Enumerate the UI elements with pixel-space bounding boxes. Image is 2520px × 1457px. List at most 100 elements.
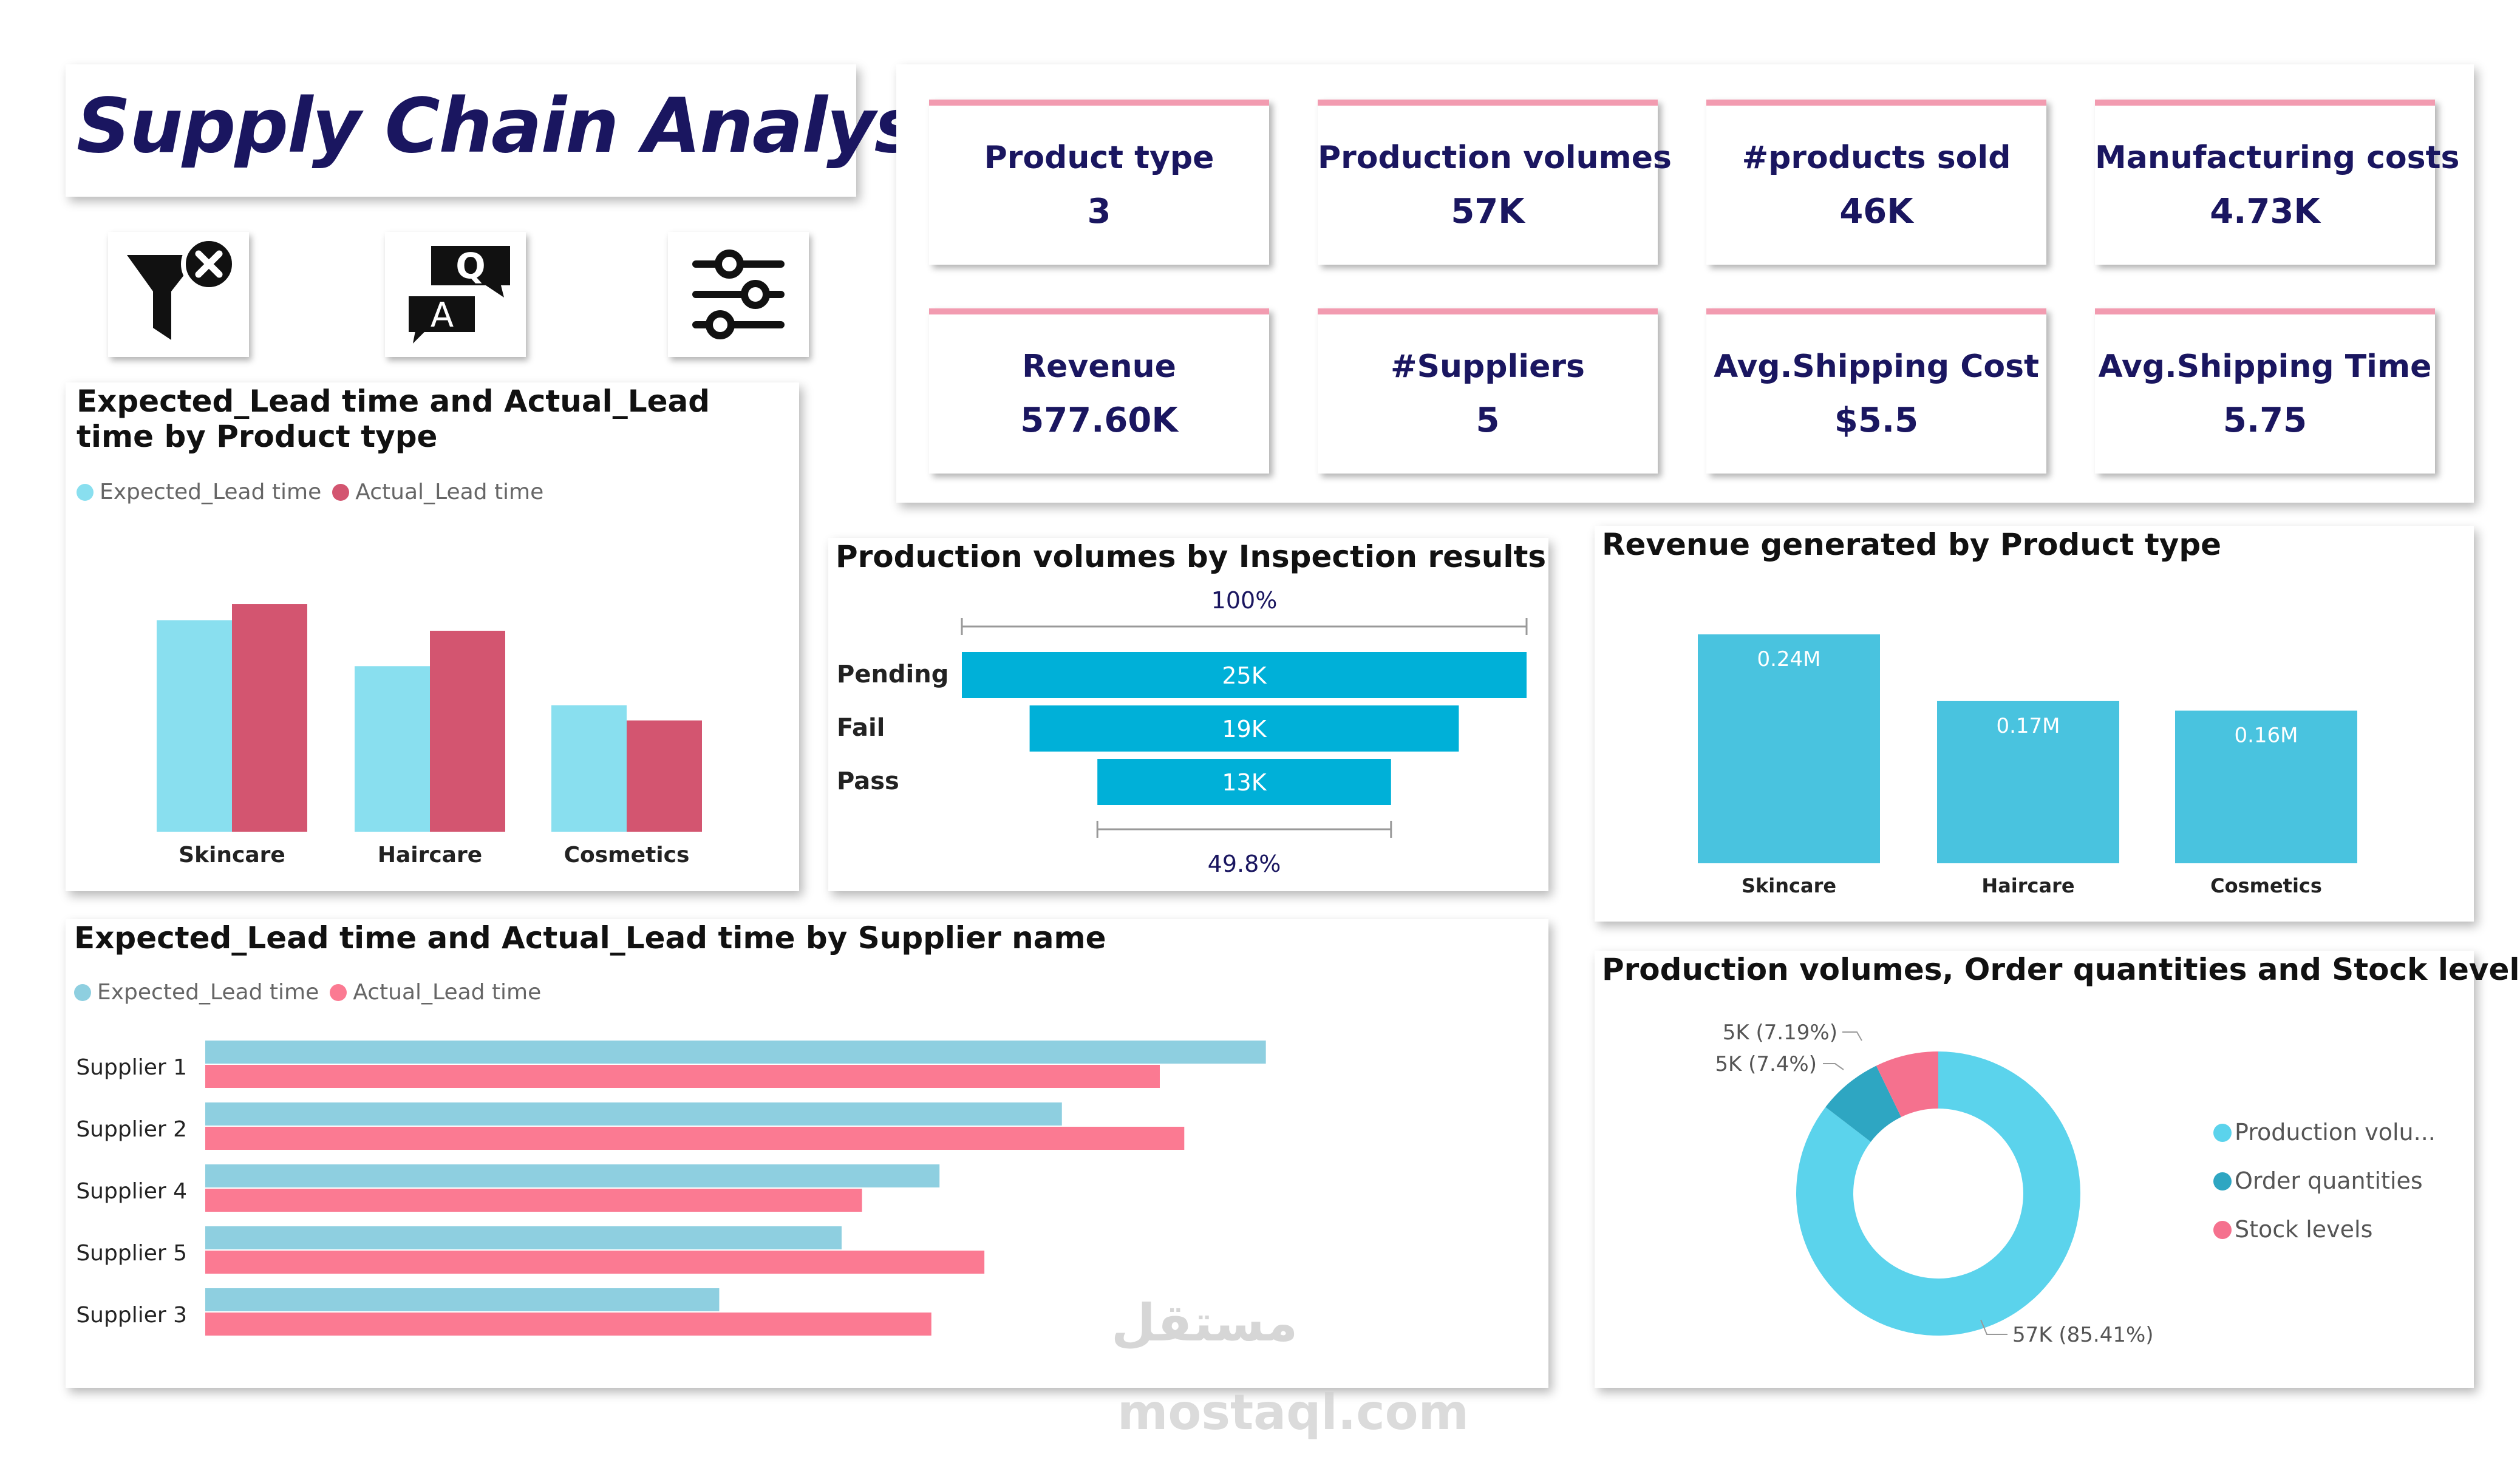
legend-label-actual: Actual_Lead time xyxy=(355,480,544,504)
legend-dot-expected xyxy=(77,483,94,501)
chart-title: Revenue generated by Product type xyxy=(1602,527,2222,562)
qa-icon: Q A xyxy=(405,245,510,352)
kpi-card: Avg.Shipping Cost $5.5 xyxy=(1706,308,2046,474)
kpi-card: Production volumes 57K xyxy=(1318,100,1672,265)
donut-data-label: 5K (7.19%) xyxy=(1723,1021,1837,1045)
legend-dot-expected xyxy=(74,983,91,1001)
chart-title: Production volumes by Inspection results xyxy=(836,539,1547,574)
chart-title: Production volumes, Order quantities and… xyxy=(1602,952,2520,987)
kpi-value: 5 xyxy=(1476,401,1500,440)
funnel-bar-pending xyxy=(962,652,1527,698)
bar-revenue-skincare xyxy=(1698,634,1880,863)
x-tick-label: Skincare xyxy=(1742,874,1836,897)
svg-text:Q: Q xyxy=(455,245,485,287)
clear-filter-icon xyxy=(127,237,237,340)
bar-actual-supplier-1 xyxy=(205,1065,1160,1088)
y-tick-label: Supplier 2 xyxy=(76,1117,187,1142)
bar-actual-supplier-2 xyxy=(205,1127,1185,1150)
kpi-label: #products sold xyxy=(1742,140,2011,176)
watermark-arabic: مستقل xyxy=(1111,1293,1298,1353)
legend-label: Order quantities xyxy=(2235,1167,2423,1194)
bar-expected-supplier-1 xyxy=(205,1041,1266,1064)
kpi-label: Avg.Shipping Time xyxy=(2098,348,2432,385)
chart-legend: Expected_Lead time Actual_Lead time xyxy=(74,980,541,1005)
kpi-card: Manufacturing costs 4.73K xyxy=(2095,100,2460,265)
kpi-value: 46K xyxy=(1839,192,1913,231)
funnel-bar-fail xyxy=(1029,705,1459,752)
kpi-card: Revenue 577.60K xyxy=(929,308,1269,474)
lead-by-product-panel[interactable]: Expected_Lead time and Actual_Lead time … xyxy=(66,382,799,891)
kpi-card: Avg.Shipping Time 5.75 xyxy=(2095,308,2435,474)
x-tick-label: Skincare xyxy=(179,843,285,868)
bar-data-label: 0.24M xyxy=(1757,647,1820,671)
lead-by-supplier-panel[interactable]: Expected_Lead time and Actual_Lead time … xyxy=(66,919,1548,1388)
bar-actual-haircare xyxy=(430,630,505,832)
kpi-value: 57K xyxy=(1451,192,1525,231)
revenue-by-product-panel[interactable]: Revenue generated by Product type 0.24M S… xyxy=(1595,526,2474,922)
legend-dot xyxy=(2213,1221,2232,1239)
legend-dot-actual xyxy=(330,983,347,1001)
bar-expected-supplier-4 xyxy=(205,1164,940,1187)
funnel-data-label: 13K xyxy=(1222,769,1267,796)
legend-label: Stock levels xyxy=(2235,1216,2372,1243)
lead-by-supplier-chart: Supplier 1 Supplier 2 Supplier 4 Supplier 5… xyxy=(76,1041,1266,1336)
donut-slice-order xyxy=(1825,1065,1901,1142)
kpi-value: 5.75 xyxy=(2222,401,2307,440)
kpi-label: Avg.Shipping Cost xyxy=(1714,348,2039,385)
legend-label-actual: Actual_Lead time xyxy=(353,980,542,1005)
bar-actual-supplier-5 xyxy=(205,1251,985,1274)
title-panel: Supply Chain Analysis xyxy=(66,64,987,197)
bar-revenue-cosmetics xyxy=(2175,710,2357,863)
chart-title: Expected_Lead time and Actual_Lead time … xyxy=(74,920,1106,956)
bar-data-label: 0.17M xyxy=(1996,714,2060,738)
kpi-label: Manufacturing costs xyxy=(2095,140,2460,176)
x-tick-label: Haircare xyxy=(378,843,482,868)
funnel-bottom-label: 49.8% xyxy=(1208,851,1281,877)
bar-expected-haircare xyxy=(355,666,430,832)
volumes-donut-panel[interactable]: Production volumes, Order quantities and… xyxy=(1595,951,2520,1388)
inspection-funnel-panel[interactable]: Production volumes by Inspection results… xyxy=(828,538,1548,891)
funnel-data-label: 25K xyxy=(1222,662,1267,689)
x-tick-label: Cosmetics xyxy=(2210,874,2322,897)
y-tick-label: Supplier 5 xyxy=(76,1241,187,1266)
volumes-donut-chart: 57K (85.41%) 5K (7.4%) 5K (7.19%) Productio… xyxy=(1715,1021,2436,1347)
watermark-latin: mostaql.com xyxy=(1117,1384,1469,1441)
kpi-label: Product type xyxy=(984,140,1214,176)
legend-label-expected: Expected_Lead time xyxy=(100,480,322,504)
clear-filter-button[interactable] xyxy=(108,232,249,357)
kpi-label: #Suppliers xyxy=(1391,348,1585,385)
bar-actual-cosmetics xyxy=(627,720,702,832)
funnel-category-label: Pending xyxy=(837,661,948,688)
qa-button[interactable]: Q A xyxy=(385,232,526,357)
leader-line-production xyxy=(1980,1319,2007,1335)
slicer-settings-button[interactable] xyxy=(668,232,809,357)
leader-line-order xyxy=(1823,1063,1844,1070)
bar-expected-skincare xyxy=(157,620,232,832)
legend-dot xyxy=(2213,1172,2232,1190)
legend-dot xyxy=(2213,1124,2232,1142)
leader-line-stock xyxy=(1842,1031,1862,1041)
y-tick-label: Supplier 1 xyxy=(76,1055,187,1080)
kpi-card: #Suppliers 5 xyxy=(1318,308,1658,474)
bar-expected-supplier-5 xyxy=(205,1226,842,1249)
kpi-value: 577.60K xyxy=(1020,401,1178,440)
kpi-card: #products sold 46K xyxy=(1706,100,2046,265)
bar-actual-supplier-3 xyxy=(205,1313,931,1336)
bar-expected-supplier-2 xyxy=(205,1102,1062,1126)
funnel-bar-pass xyxy=(1097,759,1391,805)
bar-expected-cosmetics xyxy=(551,705,627,832)
kpi-value: $5.5 xyxy=(1834,401,1919,440)
funnel-category-label: Fail xyxy=(837,714,885,742)
svg-text:A: A xyxy=(431,296,454,335)
x-tick-label: Haircare xyxy=(1981,874,2074,897)
kpi-card: Product type 3 xyxy=(929,100,1269,265)
donut-slice-production xyxy=(1796,1051,2080,1336)
y-tick-label: Supplier 4 xyxy=(76,1179,187,1204)
bar-data-label: 0.16M xyxy=(2234,724,2298,748)
revenue-by-product-chart: 0.24M Skincare 0.17M Haircare 0.16M Cosmetics xyxy=(1698,634,2357,897)
donut-data-label: 57K (85.41%) xyxy=(2012,1323,2154,1347)
lead-by-product-chart: Skincare Haircare Cosmetics xyxy=(157,604,702,868)
kpi-value: 3 xyxy=(1087,192,1111,231)
funnel-data-label: 19K xyxy=(1222,716,1267,742)
x-tick-label: Cosmetics xyxy=(564,843,690,868)
